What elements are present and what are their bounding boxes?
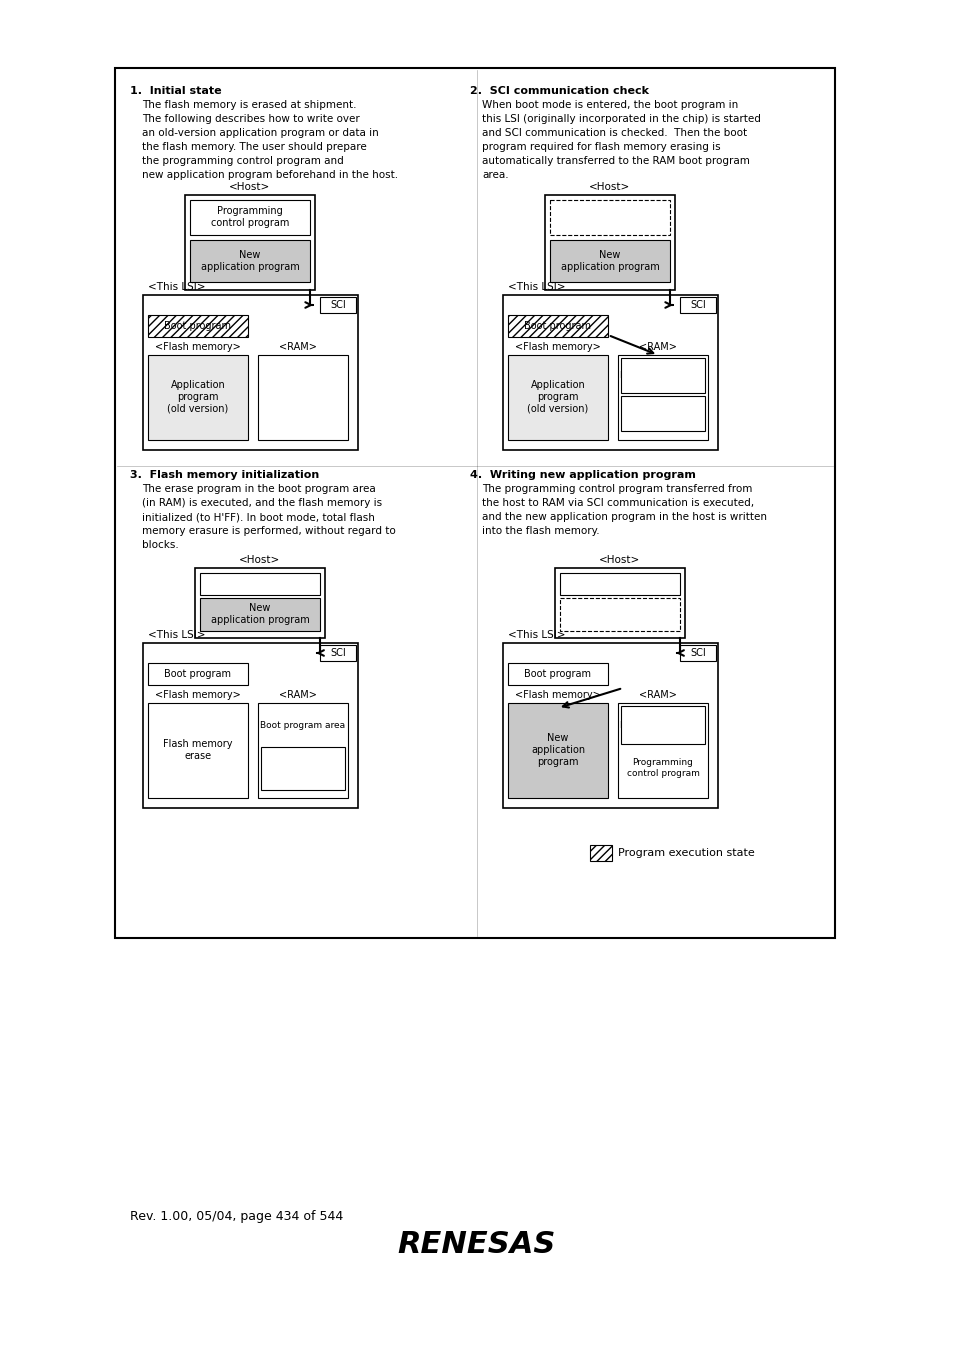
Bar: [143, 295, 357, 450]
Text: <RAM>: <RAM>: [639, 690, 677, 700]
Bar: [148, 663, 248, 685]
Text: RENESAS: RENESAS: [397, 1229, 556, 1259]
Bar: [507, 703, 607, 798]
Text: <Host>: <Host>: [598, 555, 640, 565]
Bar: [559, 573, 679, 594]
Text: Boot program area: Boot program area: [619, 720, 705, 730]
Text: <Host>: <Host>: [589, 182, 630, 192]
Bar: [618, 703, 707, 798]
Bar: [589, 844, 612, 861]
Bar: [319, 297, 355, 313]
Text: 4.  Writing new application program: 4. Writing new application program: [470, 470, 695, 480]
Bar: [190, 240, 310, 282]
Bar: [555, 567, 684, 638]
Text: <Flash memory>: <Flash memory>: [515, 690, 600, 700]
Bar: [550, 240, 669, 282]
Text: <RAM>: <RAM>: [279, 342, 316, 353]
Bar: [618, 355, 707, 440]
Bar: [143, 643, 357, 808]
Text: The flash memory is erased at shipment.
The following describes how to write ove: The flash memory is erased at shipment. …: [142, 100, 397, 180]
Bar: [257, 355, 348, 440]
Bar: [148, 355, 248, 440]
Text: <Host>: <Host>: [229, 182, 271, 192]
Text: <This LSI>: <This LSI>: [148, 282, 205, 292]
Text: <RAM>: <RAM>: [639, 342, 677, 353]
Bar: [559, 598, 679, 631]
Text: Program execution state: Program execution state: [618, 848, 754, 858]
Bar: [620, 707, 704, 744]
Text: Boot program area: Boot program area: [260, 720, 345, 730]
Text: <Flash memory>: <Flash memory>: [515, 342, 600, 353]
Bar: [190, 200, 310, 235]
Text: Flash memory
erase: Flash memory erase: [163, 739, 233, 761]
Text: Boot program: Boot program: [164, 669, 232, 680]
Text: New
application program: New application program: [560, 250, 659, 272]
Text: <This LSI>: <This LSI>: [507, 630, 565, 640]
Bar: [261, 747, 345, 790]
Bar: [319, 644, 355, 661]
Text: New
application program: New application program: [211, 603, 309, 624]
Text: New
application
program: New application program: [531, 734, 584, 766]
Bar: [257, 703, 348, 798]
Bar: [507, 315, 607, 336]
Text: Programming
control program: Programming control program: [626, 758, 699, 778]
Text: <Host>: <Host>: [239, 555, 280, 565]
Text: SCI: SCI: [689, 300, 705, 309]
Text: SCI: SCI: [330, 648, 346, 658]
Bar: [115, 68, 834, 938]
Text: SCI: SCI: [689, 648, 705, 658]
Bar: [507, 355, 607, 440]
Bar: [185, 195, 314, 290]
Text: <This LSI>: <This LSI>: [507, 282, 565, 292]
Bar: [148, 315, 248, 336]
Text: 3.  Flash memory initialization: 3. Flash memory initialization: [130, 470, 319, 480]
Text: SCI: SCI: [330, 300, 346, 309]
Bar: [507, 663, 607, 685]
Text: <Flash memory>: <Flash memory>: [155, 342, 240, 353]
Bar: [679, 297, 716, 313]
Text: Application
program
(old version): Application program (old version): [167, 381, 229, 413]
Text: Application
program
(old version): Application program (old version): [527, 381, 588, 413]
Text: Boot program area: Boot program area: [619, 370, 705, 380]
Text: 1.  Initial state: 1. Initial state: [130, 86, 221, 96]
Text: New
application program: New application program: [200, 250, 299, 272]
Text: <RAM>: <RAM>: [279, 690, 316, 700]
Bar: [620, 747, 704, 790]
Text: The programming control program transferred from
the host to RAM via SCI communi: The programming control program transfer…: [481, 484, 766, 536]
Bar: [620, 358, 704, 393]
Text: <Flash memory>: <Flash memory>: [155, 690, 240, 700]
Bar: [148, 703, 248, 798]
Bar: [550, 200, 669, 235]
Text: Programming
control program: Programming control program: [266, 758, 339, 778]
Bar: [620, 396, 704, 431]
Bar: [200, 573, 319, 594]
Bar: [502, 295, 718, 450]
Bar: [194, 567, 325, 638]
Text: Programming
control program: Programming control program: [211, 207, 289, 228]
Text: Programming
control program: Programming control program: [626, 404, 699, 423]
Text: The erase program in the boot program area
(in RAM) is executed, and the flash m: The erase program in the boot program ar…: [142, 484, 395, 550]
Bar: [679, 644, 716, 661]
Bar: [200, 598, 319, 631]
Text: 2.  SCI communication check: 2. SCI communication check: [470, 86, 648, 96]
Text: Boot program: Boot program: [164, 322, 232, 331]
Text: Rev. 1.00, 05/04, page 434 of 544: Rev. 1.00, 05/04, page 434 of 544: [130, 1210, 343, 1223]
Text: When boot mode is entered, the boot program in
this LSI (originally incorporated: When boot mode is entered, the boot prog…: [481, 100, 760, 180]
Text: Boot program: Boot program: [524, 322, 591, 331]
Text: Boot program: Boot program: [524, 669, 591, 680]
Text: <This LSI>: <This LSI>: [148, 630, 205, 640]
Bar: [544, 195, 675, 290]
Bar: [502, 643, 718, 808]
Bar: [261, 707, 345, 744]
